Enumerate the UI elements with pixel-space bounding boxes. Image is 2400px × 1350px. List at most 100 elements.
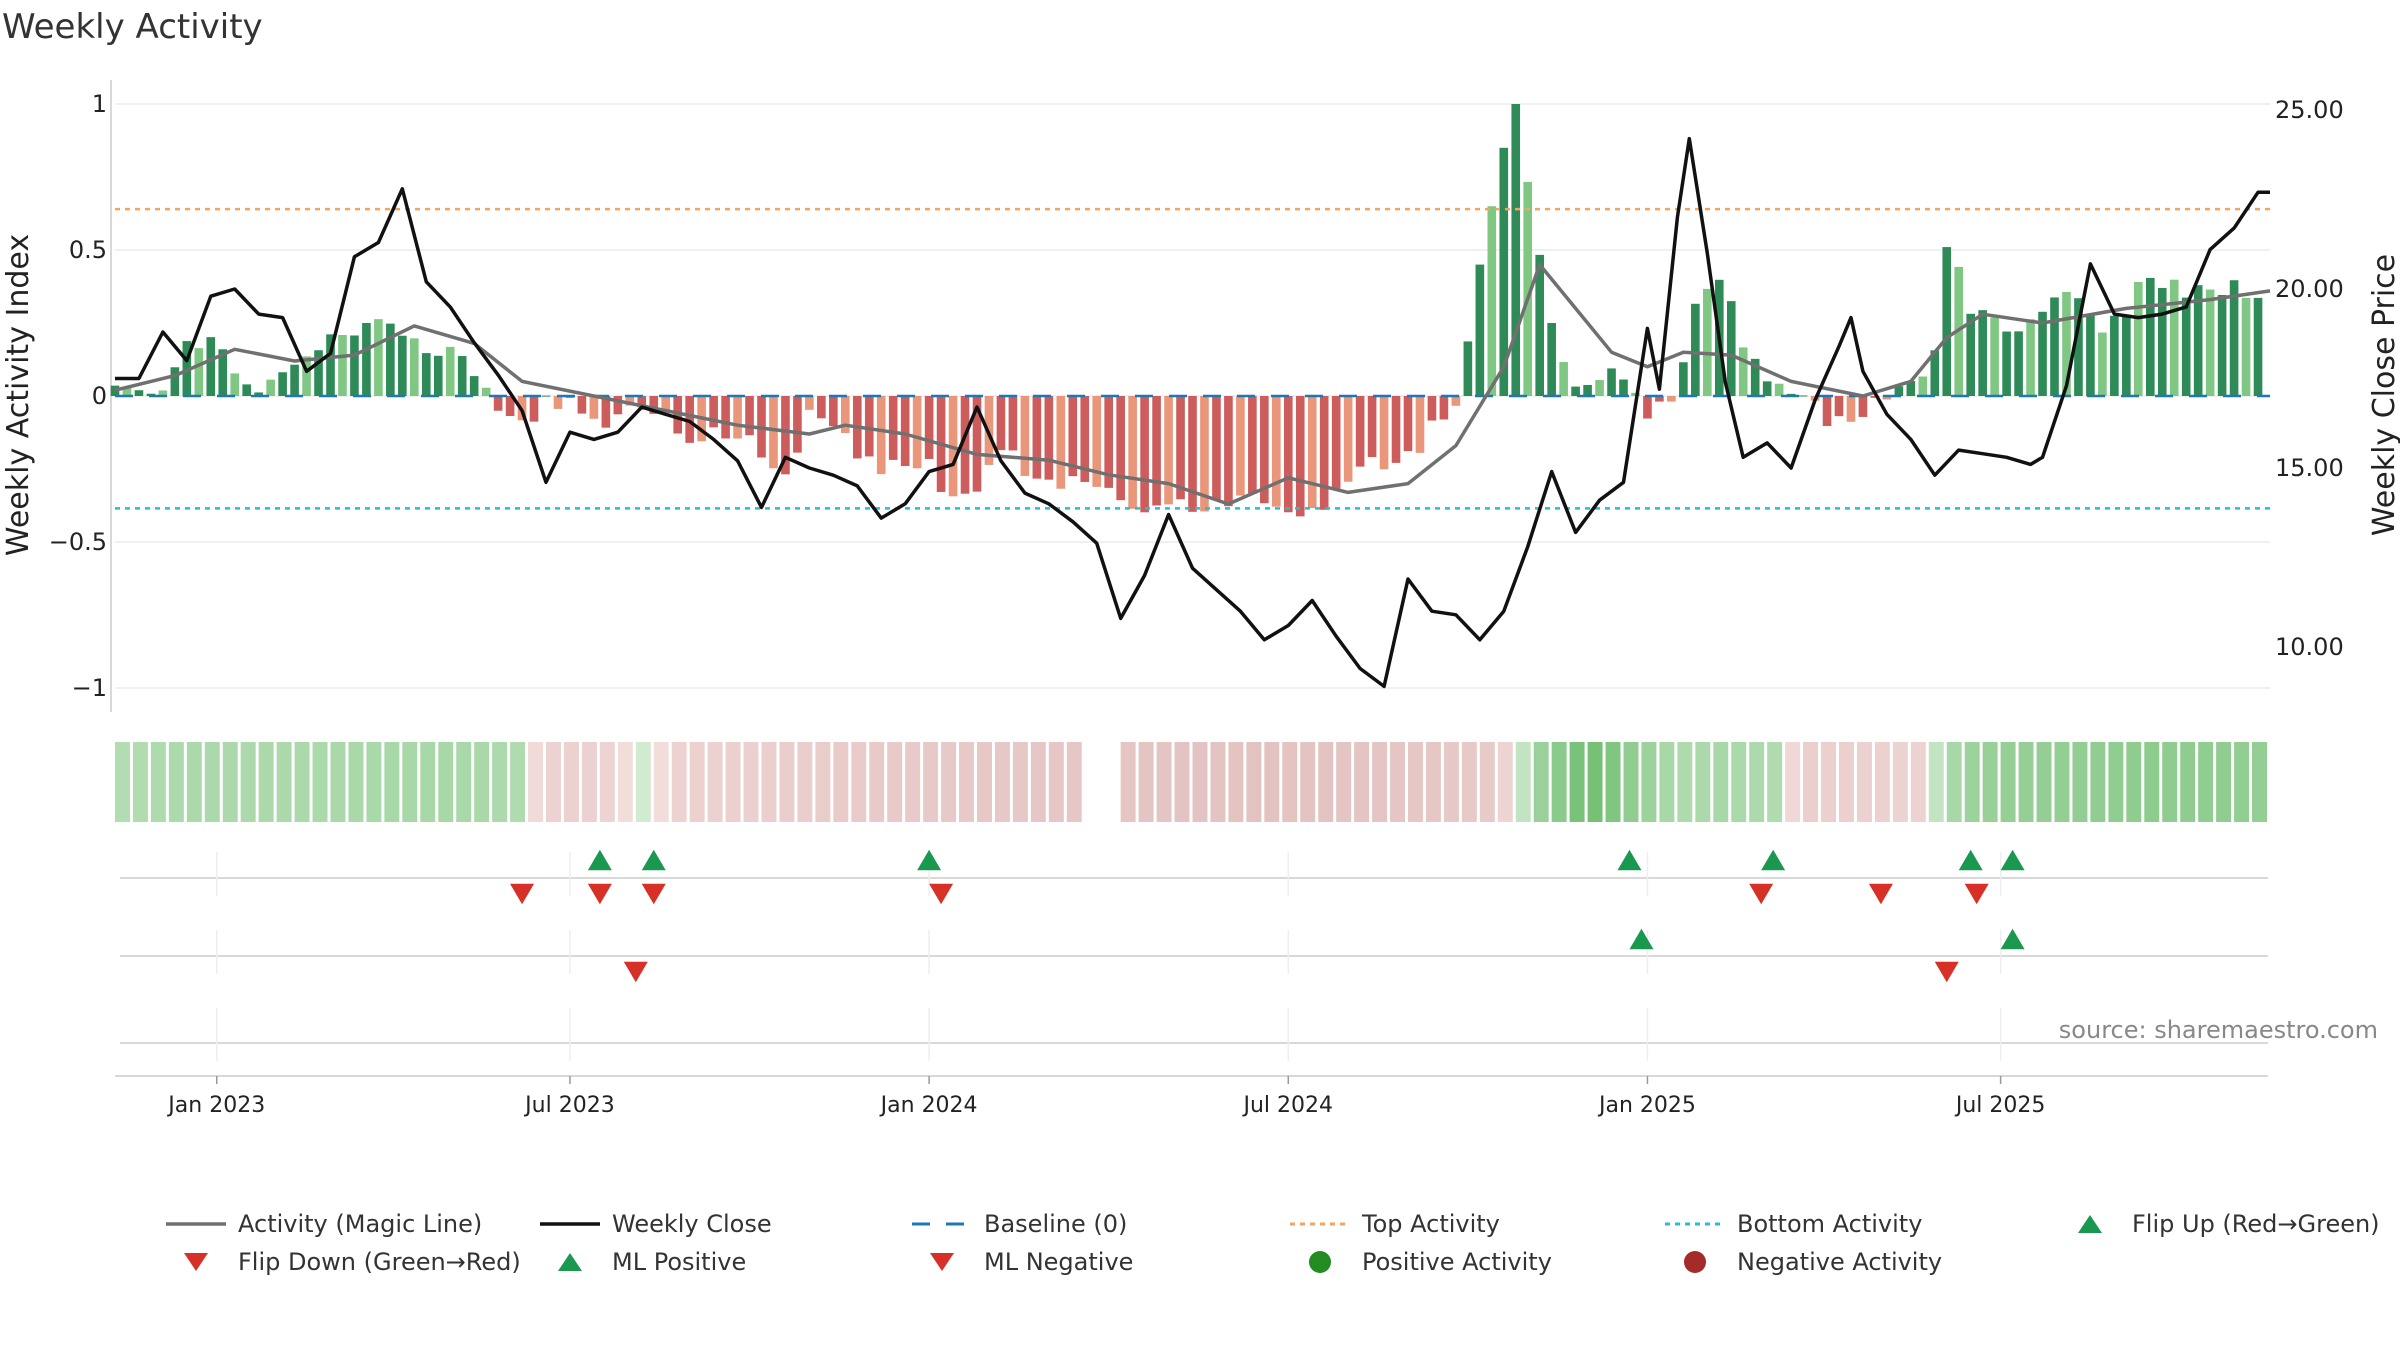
strip-cell (635, 742, 651, 822)
strip-cell (2144, 742, 2160, 822)
activity-bar (685, 396, 694, 443)
strip-cell (1264, 742, 1280, 822)
strip-cell (258, 742, 274, 822)
strip-cell (743, 742, 759, 822)
activity-bar (1475, 264, 1485, 396)
activity-bar (1451, 396, 1461, 406)
strip-cell (1012, 742, 1028, 822)
activity-bar (469, 376, 479, 396)
activity-bar (2050, 297, 2059, 396)
activity-bar (733, 396, 742, 439)
strip-cell (2072, 742, 2088, 822)
activity-bar (1619, 379, 1628, 396)
activity-bar (194, 348, 204, 396)
activity-bar (386, 323, 395, 396)
activity-bar (577, 396, 587, 414)
activity-bar (1032, 396, 1042, 479)
date-tick-label: Jan 2025 (1597, 1093, 1696, 1118)
activity-bar (589, 396, 599, 419)
strip-cell (1030, 742, 1046, 822)
strip-cell (186, 742, 202, 822)
activity-bar (2181, 297, 2191, 396)
activity-bar (1271, 396, 1281, 507)
legend-symbol (1309, 1251, 1331, 1273)
strip-cell (1695, 742, 1711, 822)
activity-bar (122, 387, 132, 396)
activity-bar (314, 350, 323, 396)
strip-cell (599, 742, 615, 822)
strip-cell (689, 742, 705, 822)
activity-bar (134, 390, 144, 396)
activity-bar (1104, 396, 1114, 488)
strip-cell (959, 742, 974, 822)
activity-bar (661, 396, 671, 411)
strip-cell (132, 742, 148, 822)
strip-cell (887, 742, 903, 822)
activity-bar (553, 396, 563, 409)
strip-cell (1120, 742, 1136, 822)
activity-bar (350, 335, 359, 396)
strip-cell (1318, 742, 1334, 822)
strip-cell (1515, 742, 1531, 822)
activity-bar (1942, 247, 1952, 396)
activity-bar (924, 396, 934, 459)
legend-symbol (184, 1253, 208, 1271)
legend-label: Flip Down (Green→Red) (238, 1248, 521, 1276)
left-tick-label: 0.5 (69, 236, 107, 264)
strip-cell (1623, 742, 1639, 822)
activity-bar (1152, 396, 1161, 506)
strip-cell (294, 742, 310, 822)
activity-bar (876, 396, 886, 475)
strip-cell (1336, 742, 1352, 822)
activity-bar (1870, 396, 1880, 398)
activity-bar (1679, 362, 1688, 396)
flip-down-marker (641, 883, 666, 905)
strip-cell (869, 742, 885, 822)
right-tick-label: 10.00 (2275, 633, 2344, 661)
activity-bar (1236, 396, 1245, 496)
activity-bar (278, 372, 287, 396)
legend-label: Bottom Activity (1737, 1210, 1922, 1238)
activity-bar (2098, 332, 2107, 396)
strip-cell (1569, 742, 1585, 822)
activity-bar (1762, 381, 1772, 396)
activity-bar (1080, 396, 1090, 482)
activity-bar (2086, 314, 2095, 396)
activity-bar (2038, 311, 2047, 396)
strip-cell (2198, 742, 2214, 822)
legend-label: Baseline (0) (984, 1210, 1127, 1238)
date-tick-label: Jan 2023 (166, 1093, 265, 1118)
activity-bar (505, 396, 515, 416)
activity-bar (1403, 396, 1413, 452)
strip-cell (1497, 742, 1513, 822)
activity-bar (1667, 396, 1676, 402)
activity-bar (457, 356, 467, 396)
strip-cell (2036, 742, 2052, 822)
source-note: source: sharemaestro.com (2059, 1016, 2378, 1044)
legend-symbol (1684, 1251, 1706, 1273)
activity-bar (1834, 396, 1844, 417)
activity-bar (1248, 396, 1257, 494)
activity-bar (2145, 277, 2155, 396)
activity-bar (1307, 396, 1317, 509)
strip-cell (150, 742, 166, 822)
activity-bar (1188, 396, 1197, 512)
strip-cell (797, 742, 813, 822)
activity-bar (1427, 396, 1437, 421)
activity-bar (1978, 310, 1987, 396)
activity-bar (206, 337, 216, 396)
strip-cell (528, 742, 543, 822)
strip-cell (1910, 742, 1926, 822)
activity-bar (2169, 279, 2179, 396)
activity-bar (2110, 315, 2119, 396)
activity-bar (888, 396, 898, 460)
activity-bar (1535, 254, 1545, 396)
strip-cell (1605, 742, 1621, 822)
activity-bar (1906, 380, 1916, 396)
strip-cell (581, 742, 597, 822)
activity-bar (912, 396, 922, 469)
activity-bar (218, 349, 228, 396)
strip-cell (115, 742, 130, 822)
activity-bar (398, 335, 407, 396)
strip-cell (1982, 742, 1998, 822)
